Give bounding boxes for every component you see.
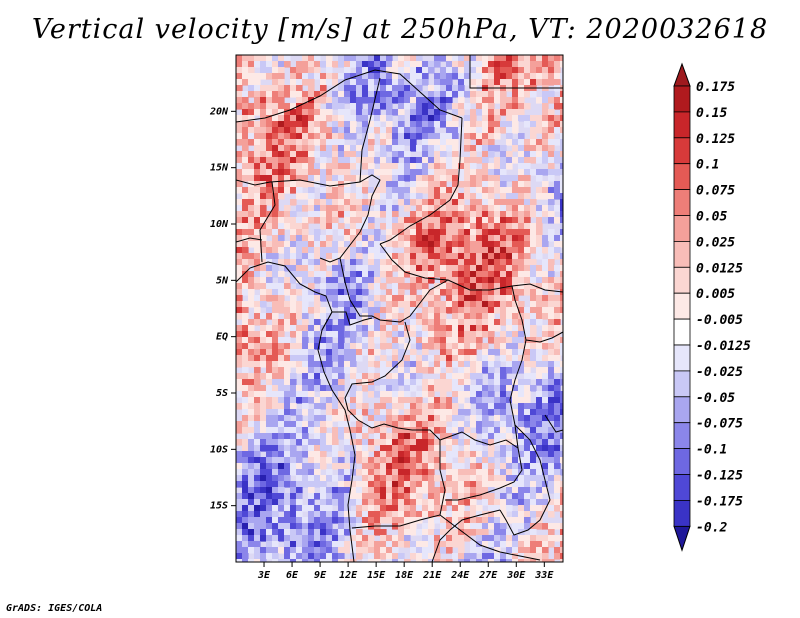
colorbar-swatch (673, 111, 691, 139)
colorbar-label: -0.0125 (696, 339, 751, 354)
colorbar-swatch (673, 318, 691, 346)
colorbar-swatch (673, 422, 691, 450)
lon-tick-label: 9E (314, 570, 327, 581)
colorbar-swatch (673, 215, 691, 242)
colorbar-label: -0.025 (696, 365, 743, 380)
lat-tick-label: EQ (216, 332, 228, 343)
grads-credit: GrADS: IGES/COLA (6, 603, 103, 614)
lat-tick-label: 15S (210, 501, 228, 512)
lat-tick-label: 5S (216, 388, 228, 399)
colorbar-label: 0.005 (696, 287, 735, 302)
lon-tick-label: 3E (257, 570, 271, 581)
colorbar-swatch (673, 448, 691, 475)
lat-tick-label: 20N (209, 106, 229, 117)
colorbar-label: 0.075 (696, 184, 735, 199)
colorbar-swatch (673, 85, 691, 113)
colorbar-top-arrow (673, 62, 691, 87)
lon-tick-label: 6E (286, 570, 299, 581)
latitude-axis: 20N 15N 10N 5N EQ 5S 10S 15S (209, 106, 236, 512)
lon-tick-label: 18E (395, 570, 414, 581)
colorbar-label: 0.1 (696, 158, 719, 173)
colorbar-swatch (673, 370, 691, 398)
plot-frame (235, 54, 564, 563)
colorbar-label: -0.005 (696, 313, 743, 328)
colorbar-swatch (673, 240, 691, 268)
colorbar-swatch (673, 499, 691, 527)
country-borders (236, 55, 563, 562)
lon-tick-label: 15E (367, 570, 386, 581)
colorbar-label: 0.05 (696, 210, 727, 225)
colorbar-label: 0.125 (696, 132, 735, 147)
lat-tick-label: 10N (210, 219, 229, 230)
colorbar-label: -0.125 (696, 469, 743, 484)
colorbar-label: -0.2 (696, 520, 727, 535)
lon-tick-label: 27E (478, 570, 498, 581)
plot-title: Vertical velocity [m/s] at 250hPa, VT: 2… (31, 14, 769, 45)
lon-tick-label: 33E (534, 570, 554, 581)
colorbar-label: -0.075 (696, 417, 743, 432)
colorbar-swatch (673, 292, 691, 320)
lat-tick-label: 5N (216, 275, 229, 286)
colorbar-label: 0.025 (696, 235, 735, 250)
lon-tick-label: 12E (339, 570, 358, 581)
colorbar-swatch (673, 137, 691, 165)
lon-tick-label: 30E (506, 570, 526, 581)
colorbar-label: -0.05 (696, 391, 735, 406)
lon-tick-label: 24E (450, 570, 470, 581)
lat-tick-label: 10S (210, 444, 228, 455)
colorbar-label: -0.1 (696, 443, 727, 458)
colorbar-swatch (673, 189, 691, 216)
lon-tick-label: 21E (422, 570, 442, 581)
lat-tick-label: 15N (210, 163, 229, 174)
colorbar-swatch (673, 474, 691, 501)
colorbar: 0.175 0.15 0.125 0.1 0.075 0.05 0.025 0.0125 0.0… (673, 62, 751, 552)
colorbar-swatch (673, 396, 691, 424)
colorbar-swatch (673, 266, 691, 294)
colorbar-label: 0.0125 (696, 261, 743, 276)
colorbar-label: 0.15 (696, 106, 727, 121)
colorbar-swatch (673, 344, 691, 372)
vertical-velocity-field (236, 55, 563, 562)
colorbar-bottom-arrow (673, 525, 691, 552)
colorbar-label: -0.175 (696, 494, 743, 509)
colorbar-swatch (673, 163, 691, 190)
longitude-axis: 3E 6E 9E 12E 15E 18E 21E 24E 27E 30E 33E (257, 562, 554, 581)
colorbar-label: 0.175 (696, 80, 735, 95)
